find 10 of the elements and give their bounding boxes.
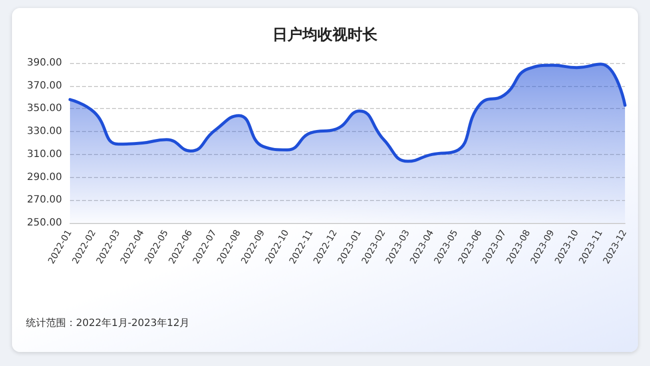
text: 统计范围：2022年1月-2023年12月 [26,316,190,330]
y-tick-label: 350.00 [27,103,62,114]
y-tick-label: 310.00 [27,148,62,160]
y-tick-label: 330.00 [27,126,62,138]
y-tick-label: 250.00 [27,218,62,228]
chart-title: 日户均收视时长 [272,26,378,44]
y-tick-label: 390.00 [27,58,62,68]
y-tick-label: 270.00 [27,194,62,206]
y-tick-label: 290.00 [27,172,62,183]
y-tick-label: 370.00 [27,80,62,92]
